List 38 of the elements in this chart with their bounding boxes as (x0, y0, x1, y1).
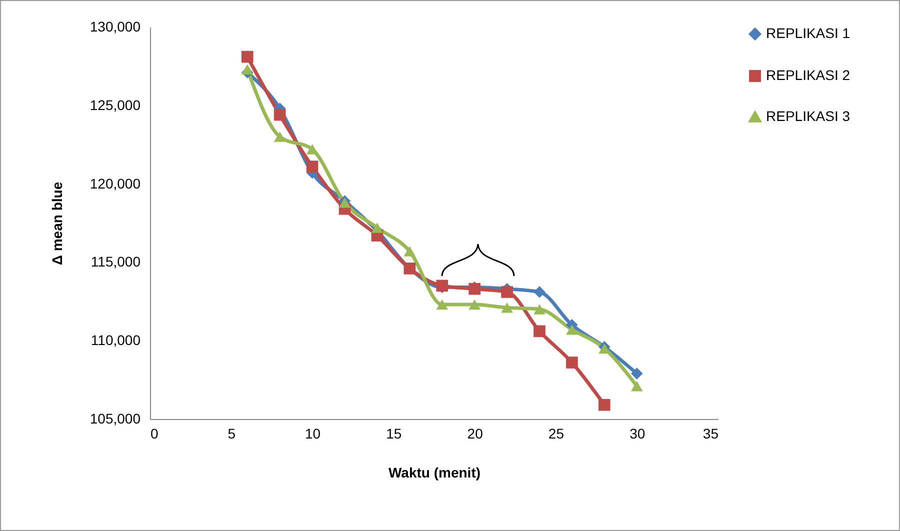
point (404, 246, 416, 256)
legend-label: REPLIKASI 2 (766, 67, 850, 83)
point (274, 132, 286, 142)
y-tick-label: 105,000 (90, 410, 141, 426)
point (566, 324, 578, 335)
x-tick-label: 25 (548, 426, 564, 442)
point (274, 108, 286, 121)
legend-label: REPLIKASI 1 (766, 25, 850, 41)
point (534, 325, 546, 338)
x-tick-label: 0 (150, 426, 158, 442)
point (241, 64, 254, 74)
y-tick-label: 125,000 (90, 96, 141, 113)
point (630, 380, 643, 392)
x-tick-label: 10 (304, 426, 321, 442)
x-tick-label: 5 (228, 426, 236, 442)
y-axis-title: Δ mean blue (48, 182, 65, 266)
point (436, 299, 448, 310)
point (598, 398, 610, 411)
x-tick-label: 35 (702, 426, 719, 442)
point (241, 50, 254, 63)
x-tick-label: 30 (630, 426, 646, 442)
point (468, 299, 480, 310)
point (371, 222, 384, 233)
y-tick-label: 130,000 (90, 18, 141, 34)
point (534, 304, 546, 314)
x-tick-label: 20 (467, 426, 484, 442)
point (534, 286, 546, 298)
point (630, 368, 643, 380)
y-tick-label: 110,000 (90, 332, 141, 348)
point (306, 160, 318, 172)
x-axis-title: Waktu (menit) (388, 464, 481, 480)
x-tick-label: 15 (386, 426, 402, 442)
legend-label: REPLIKASI 3 (766, 108, 850, 124)
point (566, 356, 578, 368)
y-tick-label: 120,000 (90, 175, 141, 192)
y-tick-label: 115,000 (90, 254, 141, 270)
point (501, 286, 513, 298)
point (501, 302, 513, 313)
